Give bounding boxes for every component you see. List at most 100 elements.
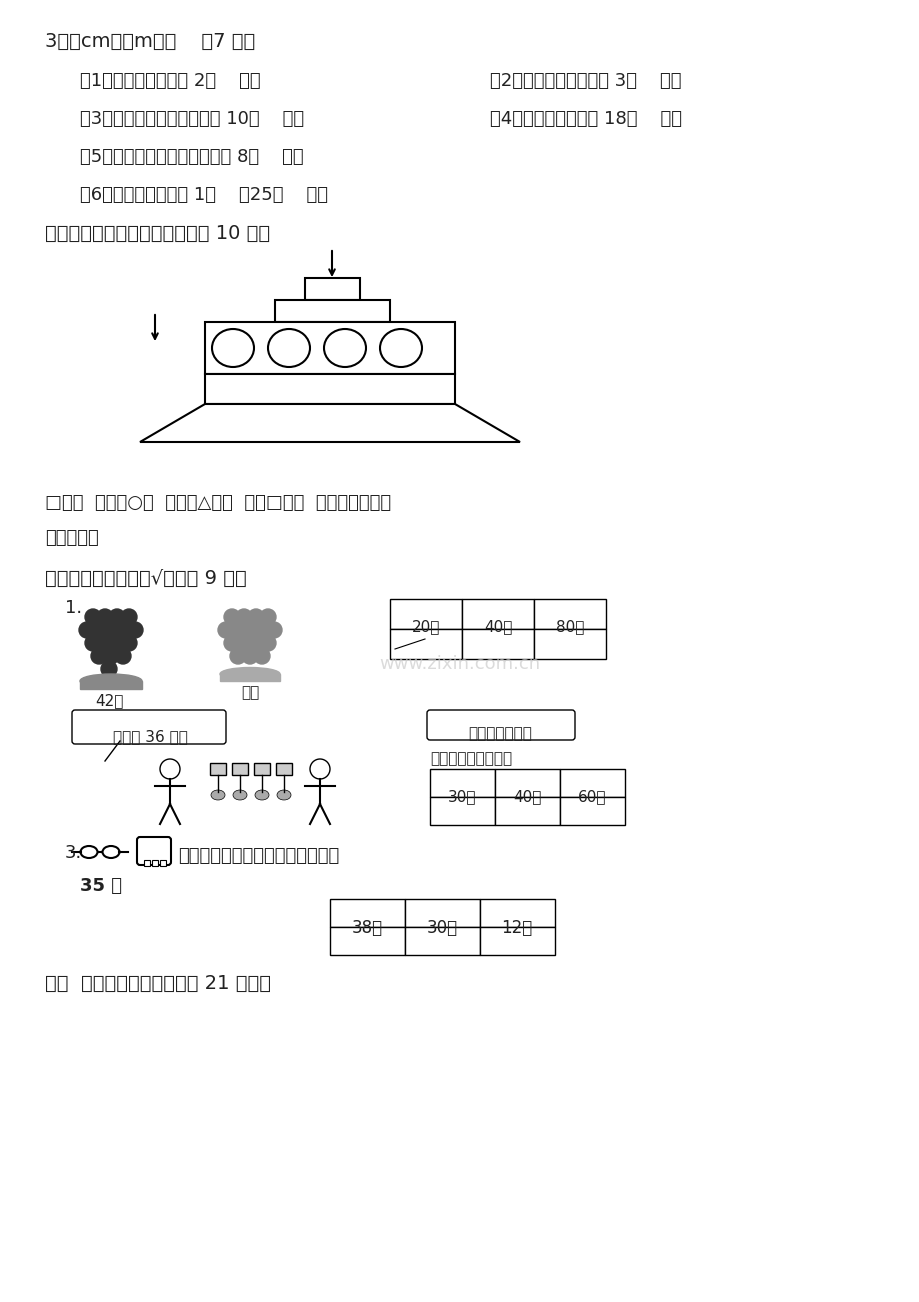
Circle shape — [160, 759, 180, 779]
Circle shape — [242, 648, 257, 664]
Bar — [533, 599, 606, 629]
Circle shape — [121, 635, 137, 651]
FancyBboxPatch shape — [426, 710, 574, 740]
Ellipse shape — [380, 329, 422, 367]
Text: （1）、教室的门高约 2（    ）。: （1）、教室的门高约 2（ ）。 — [80, 72, 260, 90]
Circle shape — [115, 648, 130, 664]
Text: ？颗: ？颗 — [241, 685, 259, 700]
Bar — [390, 599, 461, 629]
Circle shape — [236, 609, 252, 625]
Ellipse shape — [102, 846, 119, 858]
Bar — [160, 861, 165, 866]
Text: 30元: 30元 — [426, 919, 457, 937]
Bar — [560, 797, 624, 825]
Circle shape — [101, 661, 117, 677]
FancyBboxPatch shape — [72, 710, 226, 743]
Circle shape — [85, 609, 101, 625]
Circle shape — [79, 622, 95, 638]
Circle shape — [230, 648, 245, 664]
Circle shape — [254, 622, 269, 638]
FancyBboxPatch shape — [137, 837, 171, 865]
Bar — [494, 797, 560, 825]
Circle shape — [96, 635, 113, 651]
Bar — [480, 898, 554, 927]
Text: （4）、铅笔的长约是 18（    ）。: （4）、铅笔的长约是 18（ ）。 — [490, 109, 681, 128]
Bar — [494, 769, 560, 797]
Ellipse shape — [80, 674, 142, 687]
Ellipse shape — [220, 668, 279, 681]
Text: 30棵: 30棵 — [448, 789, 476, 805]
Circle shape — [91, 622, 107, 638]
Bar — [210, 763, 226, 775]
Circle shape — [127, 622, 142, 638]
Text: 12元: 12元 — [501, 919, 532, 937]
Circle shape — [230, 622, 245, 638]
Text: 80颗: 80颗 — [555, 618, 584, 634]
Text: 60棵: 60棵 — [577, 789, 606, 805]
Bar — [80, 681, 142, 689]
Bar — [305, 279, 359, 299]
Text: www.zixin.com.cn: www.zixin.com.cn — [379, 655, 540, 673]
Circle shape — [223, 609, 240, 625]
Text: 3.: 3. — [65, 844, 82, 862]
Bar — [480, 927, 554, 954]
Text: 42颗: 42颗 — [95, 693, 123, 708]
Text: 40颗: 40颗 — [483, 618, 512, 634]
Text: 40棵: 40棵 — [512, 789, 540, 805]
Circle shape — [103, 648, 119, 664]
Circle shape — [91, 648, 107, 664]
Bar — [152, 861, 158, 866]
Ellipse shape — [81, 846, 97, 858]
Text: 3、填cm还是m呢？    （7 分）: 3、填cm还是m呢？ （7 分） — [45, 33, 255, 51]
Bar — [533, 629, 606, 659]
Circle shape — [115, 622, 130, 638]
Ellipse shape — [233, 790, 246, 799]
Bar — [461, 599, 533, 629]
Ellipse shape — [323, 329, 366, 367]
Bar — [560, 769, 624, 797]
Ellipse shape — [210, 790, 225, 799]
Circle shape — [310, 759, 330, 779]
Text: （5）、学校操场上的旗杆高约 8（    ）。: （5）、学校操场上的旗杆高约 8（ ）。 — [80, 148, 303, 165]
Text: □有（  ）个，○（  ）个，△有（  ）个□有（  ）个，一共有（: □有（ ）个，○（ ）个，△有（ ）个□有（ ）个，一共有（ — [45, 493, 391, 512]
Bar — [461, 629, 533, 659]
Circle shape — [254, 648, 269, 664]
Text: 我浇了 36 棵花: 我浇了 36 棵花 — [112, 729, 187, 743]
Text: 1.: 1. — [65, 599, 82, 617]
Polygon shape — [140, 404, 519, 441]
Circle shape — [121, 609, 137, 625]
Circle shape — [96, 609, 113, 625]
Circle shape — [223, 635, 240, 651]
Text: （2）、橡皮的长度约是 3（    ）。: （2）、橡皮的长度约是 3（ ）。 — [490, 72, 681, 90]
Text: 四、给合适的答案画√。（共 9 分）: 四、给合适的答案画√。（共 9 分） — [45, 569, 246, 589]
Text: ）个图形。: ）个图形。 — [45, 529, 98, 547]
Bar — [390, 629, 461, 659]
Ellipse shape — [211, 329, 254, 367]
Circle shape — [236, 635, 252, 651]
Bar — [330, 927, 404, 954]
Bar — [254, 763, 269, 775]
Circle shape — [260, 635, 276, 651]
Text: 小女孩浇了多少棵？: 小女孩浇了多少棵？ — [429, 751, 512, 766]
Text: 35 元: 35 元 — [80, 878, 122, 894]
Text: 38元: 38元 — [351, 919, 382, 937]
Circle shape — [266, 622, 282, 638]
Bar — [275, 299, 390, 322]
Circle shape — [248, 635, 264, 651]
Text: 我比你多浇一些: 我比你多浇一些 — [468, 727, 531, 741]
Circle shape — [218, 622, 233, 638]
Ellipse shape — [267, 329, 310, 367]
Bar — [429, 769, 494, 797]
Bar — [205, 374, 455, 404]
Text: 20颗: 20颗 — [412, 618, 439, 634]
Bar — [220, 674, 279, 681]
Bar — [205, 322, 455, 374]
Text: 比眼镜便宜多了。手套要多少钱？: 比眼镜便宜多了。手套要多少钱？ — [177, 848, 339, 865]
Bar — [232, 763, 248, 775]
Circle shape — [108, 609, 125, 625]
Circle shape — [103, 622, 119, 638]
Circle shape — [260, 609, 276, 625]
Bar — [144, 861, 150, 866]
Circle shape — [242, 622, 257, 638]
Circle shape — [248, 609, 264, 625]
